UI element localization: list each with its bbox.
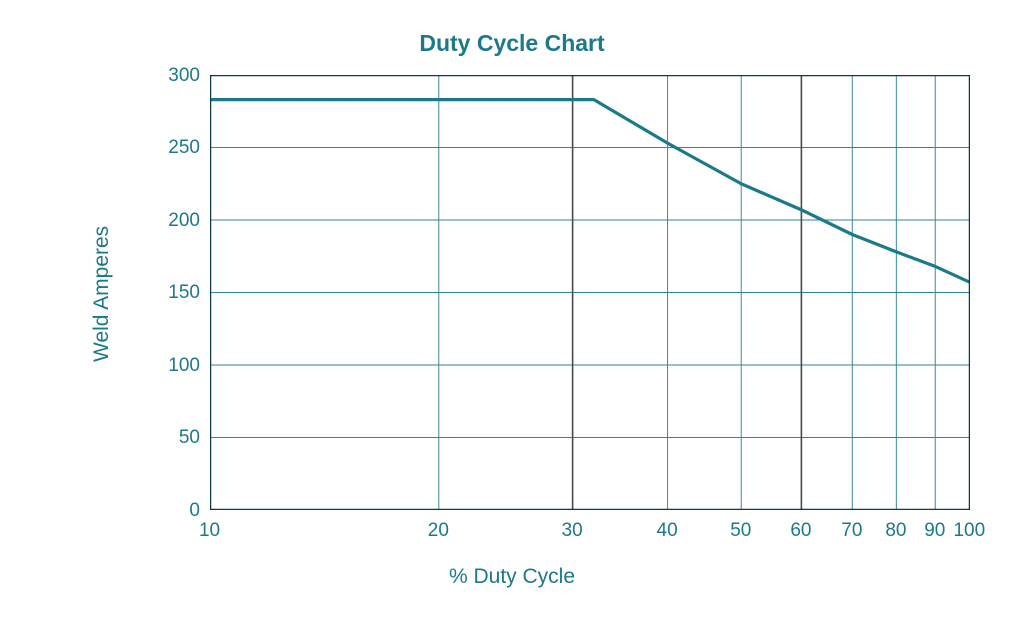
x-tick-label: 50 — [730, 520, 751, 542]
y-tick-label: 150 — [140, 282, 200, 304]
x-tick-label: 20 — [428, 520, 449, 542]
duty-cycle-chart: Duty Cycle Chart Weld Amperes % Duty Cyc… — [0, 0, 1024, 635]
y-tick-label: 100 — [140, 355, 200, 377]
x-tick-label: 90 — [924, 520, 945, 542]
x-tick-label: 40 — [657, 520, 678, 542]
x-tick-label: 30 — [562, 520, 583, 542]
x-axis-label: % Duty Cycle — [0, 565, 1024, 589]
y-axis-label: Weld Amperes — [90, 226, 114, 362]
y-tick-label: 300 — [140, 65, 200, 87]
chart-title: Duty Cycle Chart — [0, 30, 1024, 57]
y-tick-label: 50 — [140, 427, 200, 449]
plot-area — [210, 75, 970, 510]
y-tick-label: 0 — [140, 500, 200, 522]
x-tick-label: 60 — [790, 520, 811, 542]
x-tick-label: 80 — [885, 520, 906, 542]
x-tick-label: 70 — [841, 520, 862, 542]
y-tick-label: 200 — [140, 210, 200, 232]
y-tick-label: 250 — [140, 137, 200, 159]
plot-svg — [210, 75, 970, 510]
x-tick-label: 10 — [199, 520, 220, 542]
x-tick-label: 100 — [953, 520, 985, 542]
